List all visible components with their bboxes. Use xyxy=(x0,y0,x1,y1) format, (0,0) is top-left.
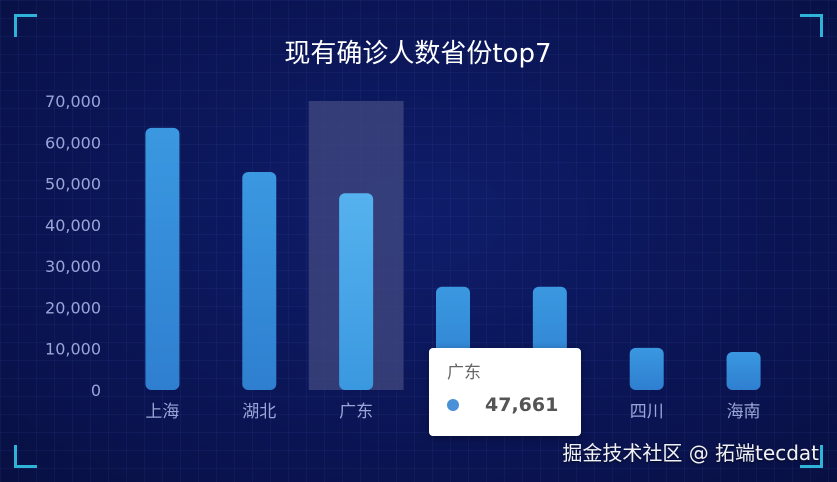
tooltip: 广东 47,661 xyxy=(429,348,581,436)
corner-decoration-top-left xyxy=(14,14,37,37)
bar xyxy=(242,172,277,390)
x-tick-label: 上海 xyxy=(145,402,179,422)
tooltip-series-dot xyxy=(447,399,459,411)
y-tick-label: 50,000 xyxy=(45,175,101,194)
y-tick-label: 20,000 xyxy=(45,298,101,317)
bar xyxy=(726,352,761,390)
y-tick-label: 0 xyxy=(91,381,101,400)
x-tick-label: 海南 xyxy=(727,402,761,422)
tooltip-row: 47,661 xyxy=(447,394,563,416)
x-tick-label: 广东 xyxy=(339,402,373,422)
corner-decoration-bottom-right xyxy=(800,445,823,468)
x-tick-label: 湖北 xyxy=(242,402,276,422)
y-tick-label: 70,000 xyxy=(45,92,101,111)
corner-decoration-bottom-left xyxy=(14,445,37,468)
y-tick-label: 10,000 xyxy=(45,340,101,359)
watermark: 掘金技术社区 @ 拓端tecdat xyxy=(562,441,819,465)
bar xyxy=(339,193,374,390)
bar xyxy=(629,347,664,390)
corner-decoration-top-right xyxy=(800,14,823,37)
x-tick-label: 四川 xyxy=(630,402,664,422)
y-tick-label: 60,000 xyxy=(45,133,101,152)
tooltip-title: 广东 xyxy=(447,363,481,383)
y-tick-label: 40,000 xyxy=(45,216,101,235)
bar xyxy=(145,127,180,390)
tooltip-value: 47,661 xyxy=(485,394,559,416)
chart-title: 现有确诊人数省份top7 xyxy=(284,39,551,69)
y-tick-label: 30,000 xyxy=(45,257,101,276)
